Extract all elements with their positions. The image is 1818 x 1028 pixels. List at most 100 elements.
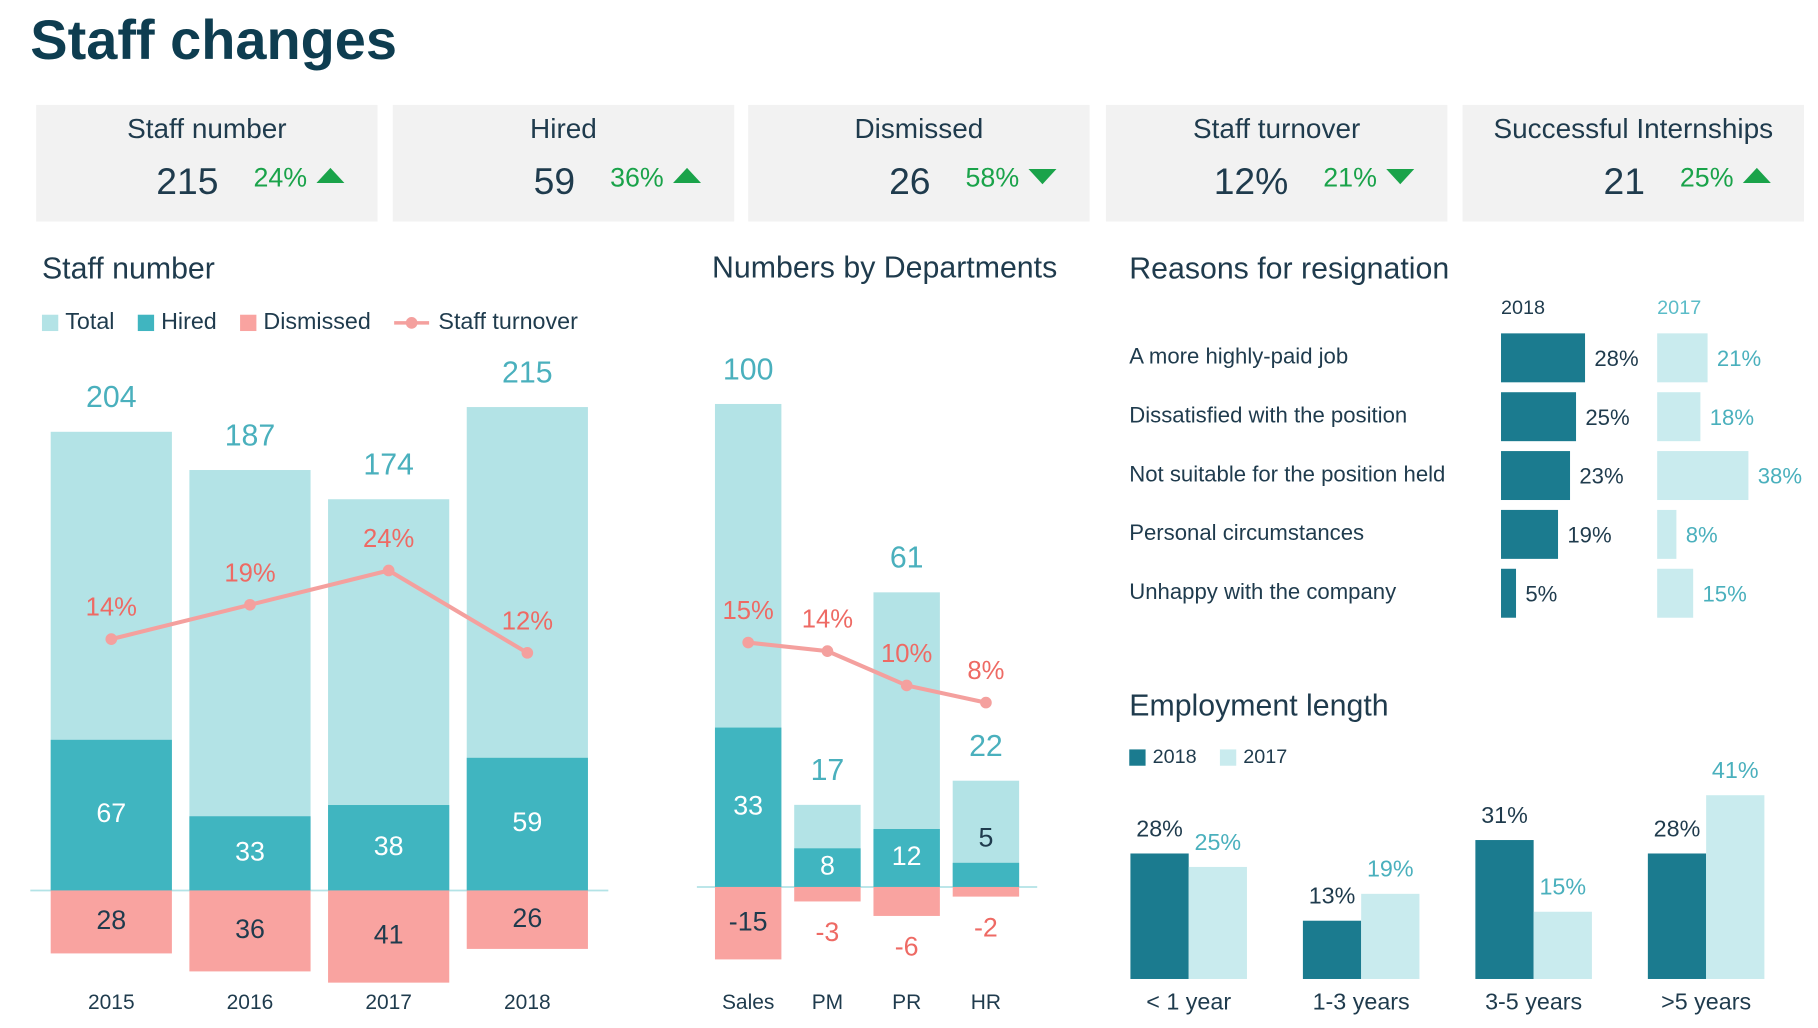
x-tick-label: 1-3 years xyxy=(1313,989,1410,1015)
bar xyxy=(466,757,588,891)
bar xyxy=(952,886,1020,897)
legend-label: Hired xyxy=(161,308,217,334)
bar xyxy=(873,886,940,916)
turnover-label: 14% xyxy=(86,594,137,622)
kpi-trend-arrow xyxy=(316,167,345,184)
bar-label: 5% xyxy=(1525,581,1557,606)
kpi-card xyxy=(1105,104,1448,222)
bar-label: 21% xyxy=(1717,346,1761,371)
bar-label: 13% xyxy=(1309,883,1356,909)
bar xyxy=(714,727,782,887)
chart-title: Employment length xyxy=(1129,689,1388,722)
turnover-point xyxy=(244,598,256,611)
chart-title: Reasons for resignation xyxy=(1129,252,1449,285)
kpi-value: 21 xyxy=(1603,160,1644,202)
category-label: Not suitable for the position held xyxy=(1129,461,1445,486)
series-header: 2017 xyxy=(1657,297,1701,319)
kpi-label: Staff turnover xyxy=(1193,113,1360,144)
bar-label: 187 xyxy=(225,419,276,452)
bar xyxy=(1647,853,1707,979)
legend-swatch xyxy=(1219,749,1237,766)
kpi-card xyxy=(36,104,378,222)
bar xyxy=(952,862,1020,887)
bar-label: 25% xyxy=(1195,829,1242,855)
category-label: A more highly-paid job xyxy=(1129,344,1348,369)
bar xyxy=(1501,509,1559,559)
turnover-label: 8% xyxy=(967,657,1004,685)
turnover-point xyxy=(742,636,755,649)
turnover-point xyxy=(900,679,913,692)
bar xyxy=(1361,893,1420,979)
bar-label: 31% xyxy=(1481,802,1528,828)
bar xyxy=(328,890,450,983)
bar xyxy=(1501,568,1517,618)
bar xyxy=(794,848,861,887)
bar xyxy=(466,890,588,949)
turnover-label: 12% xyxy=(502,607,553,635)
bar-label: -3 xyxy=(816,917,840,947)
kpi-change: 58% xyxy=(966,163,1020,193)
legend-label: Dismissed xyxy=(263,308,370,334)
bar-label: 204 xyxy=(86,381,137,414)
bar-label: 15% xyxy=(1703,581,1747,606)
bar-label: 15% xyxy=(1539,874,1586,900)
bar xyxy=(1501,333,1586,383)
kpi-change: 36% xyxy=(610,163,664,193)
kpi-label: Hired xyxy=(530,113,597,144)
bar-label: 17 xyxy=(811,754,845,787)
bar-label: 41 xyxy=(374,920,404,950)
bar xyxy=(189,816,311,891)
turnover-line xyxy=(110,568,529,655)
bar xyxy=(1533,911,1592,979)
bar xyxy=(1302,920,1362,979)
legend-marker xyxy=(405,317,418,329)
kpi-value: 215 xyxy=(156,160,218,202)
bar-label: 5 xyxy=(978,823,993,853)
category-label: Dissatisfied with the position xyxy=(1129,403,1407,428)
turnover-line xyxy=(747,640,987,705)
bar xyxy=(1188,866,1247,979)
bar xyxy=(1475,840,1534,979)
bar-label: 100 xyxy=(723,353,774,386)
bar-label: 26 xyxy=(512,903,542,933)
bar-label: 174 xyxy=(363,449,414,482)
bar-label: 8% xyxy=(1686,523,1718,548)
bar-label: 23% xyxy=(1579,464,1623,489)
legend-swatch xyxy=(41,314,59,332)
bar-label: 215 xyxy=(502,356,553,389)
kpi-card xyxy=(748,104,1090,222)
turnover-point xyxy=(980,696,992,709)
legend-swatch xyxy=(240,314,257,332)
bar xyxy=(328,805,450,891)
bar-label: 59 xyxy=(512,807,542,837)
turnover-point xyxy=(382,564,395,577)
bar xyxy=(1130,853,1189,979)
turnover-point xyxy=(521,647,534,659)
page-title: Staff changes xyxy=(30,8,397,71)
x-tick-label: < 1 year xyxy=(1146,989,1231,1015)
kpi-change: 25% xyxy=(1680,163,1734,193)
x-tick-label: Sales xyxy=(722,991,774,1014)
bar xyxy=(1706,795,1765,979)
bar-label: 28 xyxy=(96,905,126,935)
x-tick-label: 2018 xyxy=(504,991,551,1014)
bar xyxy=(794,886,861,902)
bar xyxy=(189,890,311,972)
turnover-label: 10% xyxy=(881,640,932,668)
legend-label: 2018 xyxy=(1153,746,1197,768)
kpi-value: 59 xyxy=(534,160,575,202)
kpi-card xyxy=(392,104,735,222)
x-tick-label: HR xyxy=(971,991,1001,1014)
legend-swatch xyxy=(1129,749,1146,766)
x-tick-label: >5 years xyxy=(1661,989,1751,1015)
chart-title: Staff number xyxy=(42,252,215,285)
bar-label: 38 xyxy=(374,831,404,861)
bar xyxy=(1657,451,1749,501)
bar-label: -6 xyxy=(895,932,919,962)
kpi-trend-arrow xyxy=(1386,169,1415,185)
bar xyxy=(50,890,172,954)
bar-label: 28% xyxy=(1594,346,1638,371)
bar-label: 38% xyxy=(1758,464,1802,489)
